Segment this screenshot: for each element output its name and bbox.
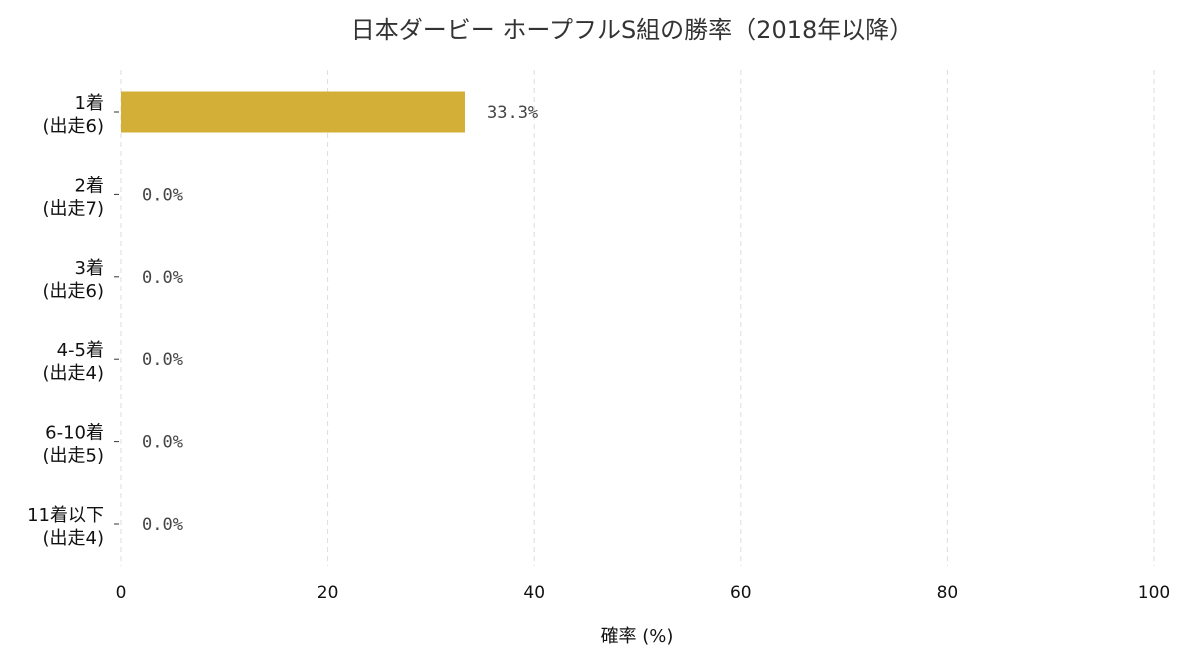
y-tick-label: 11着以下 — [27, 505, 104, 526]
y-tick-label: 1着 — [75, 93, 104, 114]
x-tick-label: 100 — [1138, 583, 1170, 603]
x-tick-label: 20 — [317, 583, 339, 603]
y-tick-label: 2着 — [75, 175, 104, 196]
y-tick-sublabel: (出走5) — [43, 446, 105, 467]
chart-title: 日本ダービー ホープフルS組の勝率（2018年以降） — [351, 16, 914, 44]
value-label: 0.0% — [142, 433, 183, 453]
value-labels: 33.3% 0.0% 0.0% 0.0% 0.0% 0.0% — [142, 103, 538, 535]
bar — [121, 91, 465, 133]
y-tick-sublabel: (出走7) — [43, 198, 105, 219]
x-axis-ticks: 0 20 40 60 80 100 — [116, 583, 1171, 603]
x-tick-label: 40 — [523, 583, 545, 603]
x-tick-label: 60 — [730, 583, 752, 603]
category-labels: 1着(出走6)2着(出走7)3着(出走6)4-5着(出走4)6-10着(出走5)… — [27, 93, 119, 549]
bars — [121, 91, 465, 133]
y-tick-sublabel: (出走4) — [43, 363, 105, 384]
grid-lines — [120, 70, 1155, 566]
value-label: 0.0% — [142, 185, 183, 205]
x-tick-label: 80 — [937, 583, 959, 603]
value-label: 0.0% — [142, 268, 183, 288]
value-label: 0.0% — [142, 515, 183, 535]
y-tick-label: 6-10着 — [45, 423, 104, 444]
y-tick-sublabel: (出走6) — [43, 116, 105, 137]
y-tick-sublabel: (出走4) — [43, 528, 105, 549]
x-axis-label: 確率 (%) — [601, 626, 674, 647]
x-tick-label: 0 — [116, 583, 127, 603]
y-tick-sublabel: (出走6) — [43, 281, 105, 302]
y-tick-label: 4-5着 — [57, 340, 104, 361]
y-tick-label: 3着 — [75, 258, 104, 279]
value-label: 0.0% — [142, 350, 183, 370]
value-label: 33.3% — [487, 103, 538, 123]
